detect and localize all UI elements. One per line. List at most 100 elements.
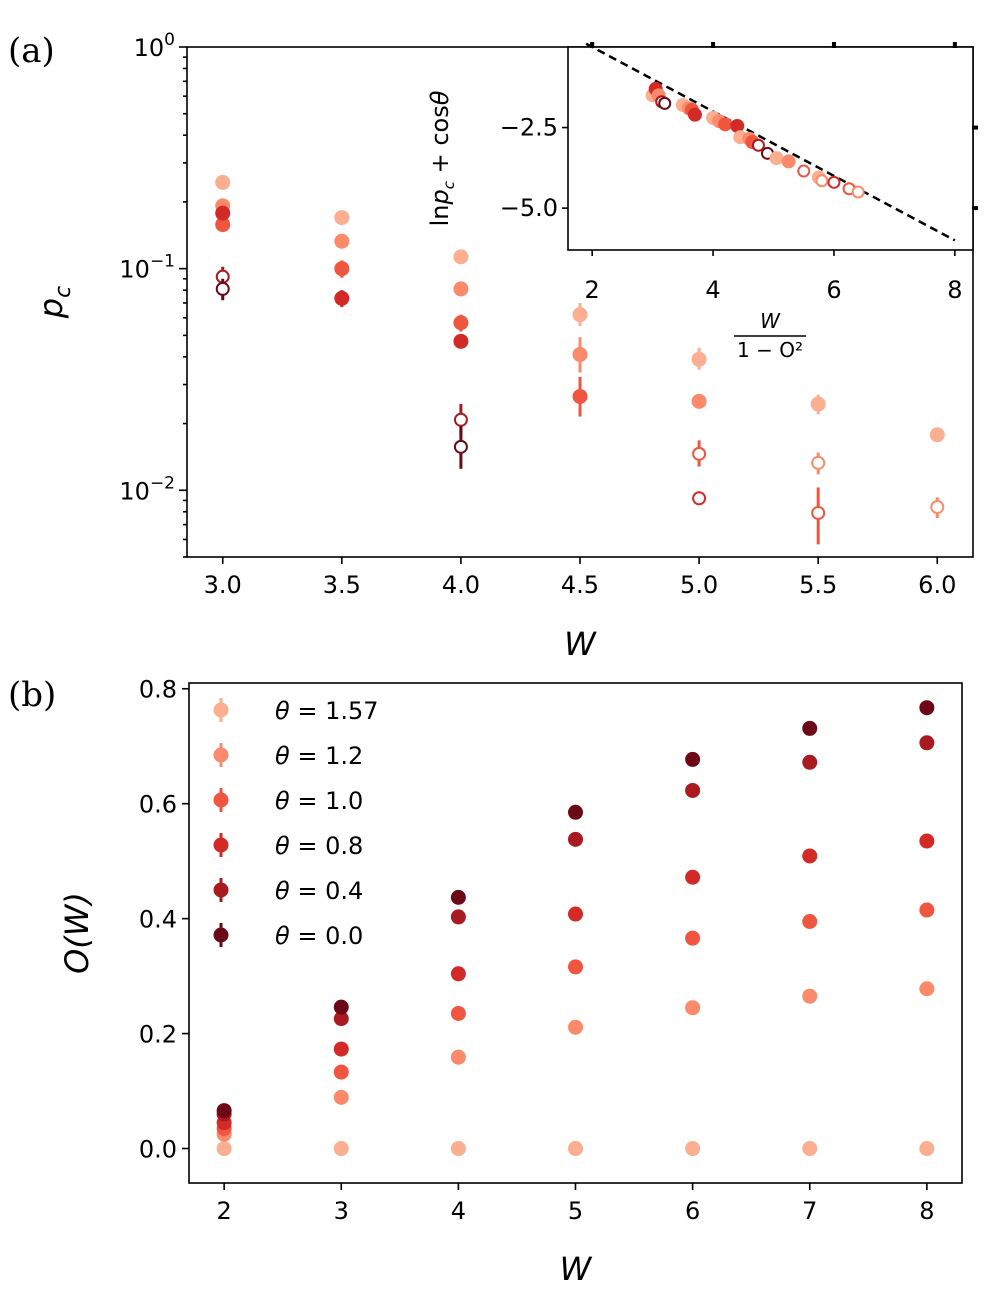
inset-xtick-label-2: 6 [826, 276, 841, 304]
inset-point-18 [769, 151, 784, 166]
xtick-label-a-3: 4.5 [561, 571, 599, 599]
xtick-label-a-5: 5.5 [799, 571, 837, 599]
point-a-s1-p4 [691, 393, 707, 409]
point-a-s1-p2 [453, 281, 469, 297]
point-b-s4-p5 [802, 754, 818, 770]
legend-value-2: 1.0 [325, 787, 363, 815]
ytick-base-a-1: 10 [119, 256, 150, 284]
point-b-s1-p4 [685, 1000, 701, 1016]
point-b-s3-p5 [802, 848, 818, 864]
point-b-s3-p3 [568, 906, 583, 922]
ytick-label-b-1: 0.2 [139, 1021, 177, 1049]
point-b-s3-p4 [685, 869, 701, 885]
xtick-label-a-2: 4.0 [442, 571, 480, 599]
point-a-s3-p2 [453, 333, 469, 349]
inset-point-19 [781, 154, 796, 169]
point-b-s0-p2 [450, 1141, 466, 1157]
legend-theta-1: θ [275, 742, 290, 770]
point-b-s2-p6 [919, 902, 935, 918]
legend-eq-5: = [290, 922, 325, 950]
ytick-exp-a-0: 0 [164, 30, 175, 50]
point-a-s5-p0 [215, 281, 230, 296]
inset-ylabel-theta: θ [426, 90, 454, 105]
legend-label-5: θ = 0.0 [275, 922, 363, 950]
xtick-label-b-0: 2 [216, 1197, 231, 1225]
inset-ylabel-sub: c [440, 180, 458, 189]
point-b-s5-p2 [450, 889, 466, 905]
legend-eq-1: = [290, 742, 325, 770]
point-b-s5-p5 [802, 720, 818, 736]
point-b-s0-p5 [802, 1141, 818, 1157]
point-a-s1-p6 [930, 500, 945, 515]
legend-eq-3: = [290, 832, 325, 860]
xtick-label-b-2: 4 [451, 1197, 466, 1225]
legend-label-1: θ = 1.2 [275, 742, 363, 770]
point-a-s3-p1 [334, 290, 350, 306]
point-b-s4-p4 [685, 782, 701, 798]
legend-label-3: θ = 0.8 [275, 832, 363, 860]
inset-point-16 [751, 138, 765, 152]
point-b-s5-p3 [568, 804, 583, 820]
point-b-s2-p2 [450, 1005, 466, 1021]
point-b-s3-p2 [450, 966, 466, 982]
point-b-s2-p3 [568, 959, 583, 975]
legend-value-4: 0.4 [325, 877, 363, 905]
legend-marker-2 [213, 792, 229, 808]
inset-point-4 [658, 96, 672, 110]
point-a-s0-p3 [572, 307, 588, 323]
ytick-label-b-2: 0.4 [139, 906, 177, 934]
inset-ytick-label-1: −5.0 [500, 194, 558, 222]
point-b-s0-p1 [333, 1141, 349, 1157]
point-b-s3-p1 [333, 1041, 349, 1057]
legend-label-4: θ = 0.4 [275, 877, 363, 905]
ytick-label-a-1: 10−1 [119, 252, 175, 284]
point-a-s2-p5 [811, 505, 826, 520]
point-b-s1-p1 [333, 1089, 349, 1105]
legend-label-2: θ = 1.0 [275, 787, 363, 815]
legend-eq-2: = [290, 787, 325, 815]
point-b-s2-p5 [802, 914, 818, 930]
point-b-s5-p6 [919, 700, 935, 716]
ytick-exp-a-1: −1 [150, 252, 175, 272]
legend-eq-0: = [290, 697, 325, 725]
point-a-s0-p0 [215, 174, 231, 190]
point-a-s1-p1 [334, 233, 350, 249]
ytick-label-a-0: 100 [134, 30, 175, 62]
panel-b-letter: (b) [8, 675, 56, 715]
xtick-label-a-6: 6.0 [918, 571, 956, 599]
legend-theta-3: θ [275, 832, 290, 860]
inset-ylabel: lnpc + cosθ [426, 90, 458, 226]
xtick-label-b-1: 3 [334, 1197, 349, 1225]
point-b-s3-p6 [919, 833, 935, 849]
point-a-s4-p1 [453, 412, 468, 427]
point-a-s1-p3 [572, 346, 588, 362]
point-a-s1-p5 [811, 455, 826, 470]
inset-point-20 [797, 164, 811, 178]
point-a-s2-p3 [572, 388, 588, 404]
point-a-s2-p1 [334, 261, 350, 277]
inset-point-11 [718, 117, 733, 132]
point-a-s2-p2 [453, 315, 469, 331]
inset-ylabel-rest: + cos [426, 105, 454, 181]
point-a-s0-p1 [334, 210, 350, 226]
point-a-s0-p5 [810, 396, 826, 412]
ytick-base-a-0: 10 [134, 34, 165, 62]
inset-xlabel-den: 1 − O² [737, 338, 803, 362]
ytick-base-a-2: 10 [119, 477, 150, 505]
point-b-s2-p1 [333, 1064, 349, 1080]
panel-a-letter: (a) [8, 31, 55, 71]
point-b-s5-p0 [216, 1103, 232, 1119]
inset-ylabel-p: p [426, 189, 454, 205]
point-a-s3-p0 [215, 205, 231, 221]
legend-marker-0 [213, 702, 229, 718]
legend-value-0: 1.57 [325, 697, 378, 725]
panel-b-chart: 2 3 4 5 6 7 80.00.20.40.60.8WO(W)θ = 1.57θ = 1… [58, 676, 963, 1288]
inset-xtick-label-0: 2 [585, 276, 600, 304]
xtick-label-b-6: 8 [919, 1197, 934, 1225]
inset-ytick-label-0: −2.5 [500, 114, 558, 142]
xtick-label-a-0: 3.0 [204, 571, 242, 599]
inset-point-12 [730, 118, 745, 133]
inset-point-8 [687, 107, 702, 122]
point-b-s0-p3 [568, 1141, 583, 1157]
